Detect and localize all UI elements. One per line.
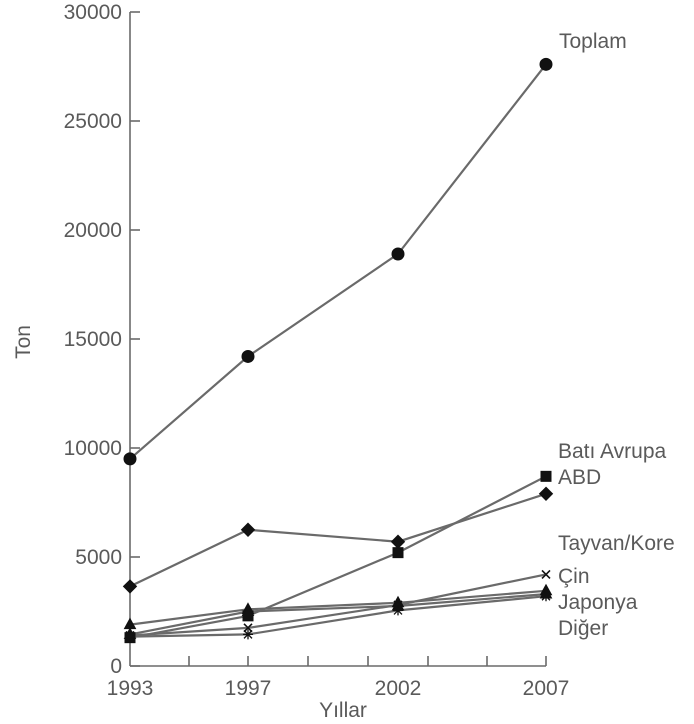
series-line-tayvan-kore [129,573,547,637]
series-labels: Toplam Batı Avrupa ABD Tayvan/Kore Çin Japony… [558,30,675,640]
series-line-diger [129,595,547,638]
y-tick-label-10000: 10000 [64,437,122,460]
marker-japonya-1997 [241,604,255,616]
series-markers [122,57,554,644]
marker-tayvan-kore-2007 [541,569,551,580]
y-axis-ticks: 0 5000 10000 15000 20000 25000 30000 [64,1,140,678]
series-line-japonya [129,593,547,636]
marker-toplam-1997 [241,349,255,363]
y-tick-label-20000: 20000 [64,219,122,242]
marker-abd-2007 [538,486,554,501]
series-label-toplam: Toplam [559,30,627,53]
series-label-japonya: Japonya [558,591,638,614]
y-tick-label-15000: 15000 [64,328,122,351]
marker-diger-1997 [243,629,253,640]
marker-tayvan-kore-1997 [243,623,253,633]
marker-diger-2002 [393,605,403,616]
marker-abd-1993 [122,579,138,594]
x-axis-label: Yıllar [319,699,367,722]
x-tick-label-2007: 2007 [523,677,570,700]
y-tick-label-0: 0 [110,655,122,678]
series-label-diger: Diğer [558,617,608,640]
y-tick-label-5000: 5000 [75,546,122,569]
x-tick-label-2002: 2002 [375,677,422,700]
marker-diger-1993 [125,631,135,642]
marker-diger-2007 [541,591,551,602]
series-line-cin [129,589,547,626]
y-axis-label: Ton [12,325,35,359]
series-label-cin: Çin [558,565,590,588]
marker-abd-1997 [240,522,256,537]
marker-toplam-2002 [391,247,405,261]
marker-bati-avrupa-2007 [540,470,552,482]
marker-abd-2002 [390,534,406,549]
marker-toplam-1993 [123,452,137,466]
series-label-bati-avrupa: Batı Avrupa [558,440,667,463]
marker-toplam-2007 [539,57,553,71]
x-axis-ticks: 1993 1997 2002 2007 [107,656,570,700]
series-line-toplam [129,63,547,460]
y-tick-label-30000: 30000 [64,1,122,24]
series-label-tayvan-kore: Tayvan/Kore [558,532,675,555]
series-lines [129,63,547,639]
y-tick-label-25000: 25000 [64,110,122,133]
marker-bati-avrupa-2002 [392,547,404,559]
series-line-abd [129,492,547,588]
series-label-abd: ABD [558,466,601,489]
series-line-bati-avrupa [129,475,547,639]
x-tick-label-1993: 1993 [107,677,154,700]
x-tick-label-1997: 1997 [225,677,272,700]
